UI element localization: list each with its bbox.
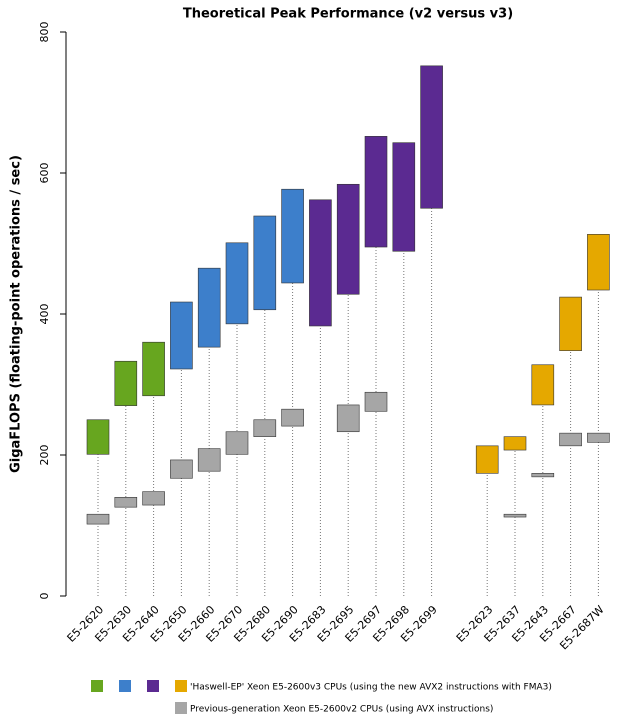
range-bar [587,234,610,291]
legend-swatch [91,680,103,692]
range-bar [336,183,360,295]
range-bar [531,473,555,478]
range-bar [86,419,110,455]
range-bar [197,267,221,348]
y-tick-label: 600 [38,163,51,184]
range-bar [364,136,388,248]
range-bar [559,432,582,447]
legend-label: 'Haswell-EP' Xeon E5-2600v3 CPUs (using … [190,683,552,693]
legend-swatch [119,680,131,692]
range-bar [170,459,193,479]
range-bar [114,360,138,406]
range-bar [392,142,416,252]
y-tick-label: 0 [38,593,51,600]
range-bar [197,448,221,472]
range-bar [420,65,443,209]
range-bar [531,364,555,406]
legend-swatch [147,680,159,692]
range-bar [253,419,277,437]
range-bar [503,436,527,451]
range-bar [225,431,249,455]
range-bar [309,199,332,327]
range-bar [170,301,193,370]
range-bar [587,432,610,443]
range-bar [225,242,249,325]
y-axis-label: GigaFLOPS (floating-point operations / s… [9,155,24,473]
range-bar [281,188,304,284]
range-bar [281,408,304,427]
range-bar [86,513,110,525]
range-bar [142,341,165,397]
range-bar [475,445,499,474]
range-bar [364,391,388,412]
y-tick-label: 200 [38,445,51,466]
range-bar [253,215,277,311]
legend-label: Previous-generation Xeon E5-2600v2 CPUs … [190,705,493,715]
legend-swatch [175,702,187,714]
chart-title: Theoretical Peak Performance (v2 versus … [183,7,513,22]
range-bar [114,496,138,508]
y-tick-label: 800 [38,22,51,43]
range-bar [142,491,165,506]
y-tick-label: 400 [38,304,51,325]
legend-swatch [175,680,187,692]
range-bar [336,404,360,433]
range-bar [559,296,582,351]
range-bar [503,513,527,518]
